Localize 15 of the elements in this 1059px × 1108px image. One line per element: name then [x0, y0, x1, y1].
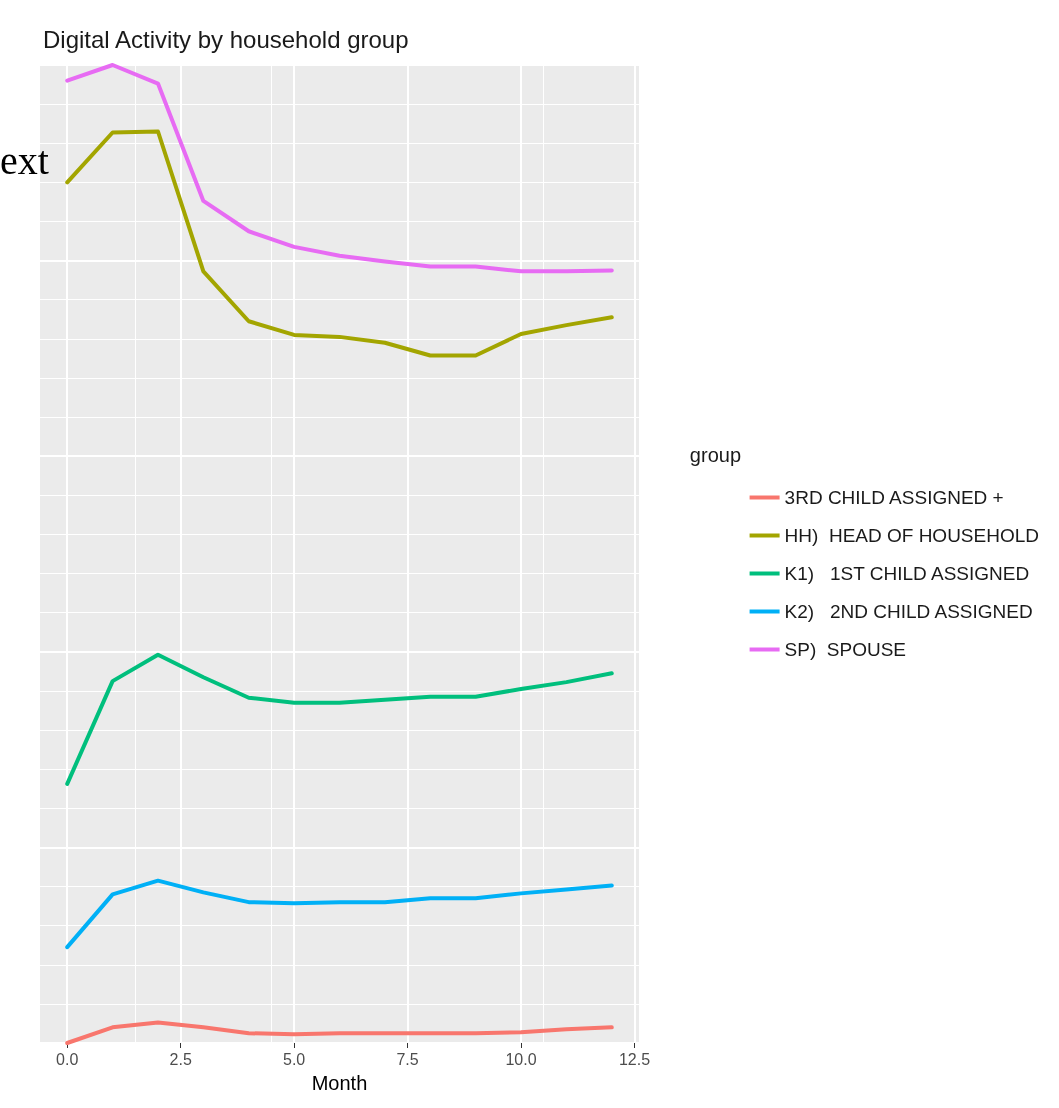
annotation: ext: [0, 137, 49, 183]
x-tick-label: 0.0: [56, 1050, 79, 1068]
x-tick-label: 12.5: [618, 1050, 651, 1068]
x-tick-label: 10.0: [505, 1050, 537, 1068]
chart-title: Digital Activity by household group: [43, 25, 409, 53]
legend-label: K2) 2ND CHILD ASSIGNED: [784, 601, 1033, 622]
legend-label: SP) SPOUSE: [784, 639, 907, 660]
x-tick-label: 2.5: [169, 1050, 192, 1068]
x-axis-title: Month: [311, 1072, 368, 1094]
legend-label: 3RD CHILD ASSIGNED +: [784, 487, 1004, 508]
legend-label: K1) 1ST CHILD ASSIGNED: [784, 563, 1030, 584]
legend-title: group: [689, 444, 741, 466]
x-tick-label: 7.5: [396, 1050, 419, 1068]
legend-label: HH) HEAD OF HOUSEHOLD: [784, 525, 1040, 546]
x-tick-label: 5.0: [283, 1050, 306, 1068]
